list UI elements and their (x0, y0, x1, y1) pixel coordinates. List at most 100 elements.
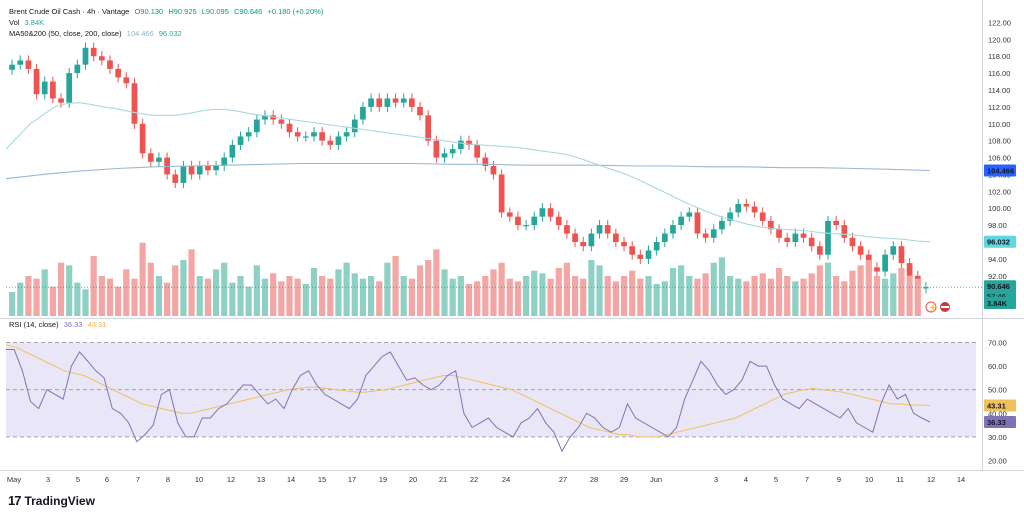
volume-bar (759, 273, 766, 316)
candle-body (784, 237, 791, 242)
volume-bar (678, 265, 685, 316)
volume-bar (408, 278, 415, 316)
time-tick-label: 3 (46, 475, 50, 484)
volume-bar (131, 278, 138, 316)
candle-body (196, 166, 203, 175)
candle-body (205, 166, 211, 171)
volume-bar (629, 270, 636, 316)
candle-body (710, 229, 717, 238)
candle-body (694, 212, 701, 234)
volume-bar (514, 281, 522, 316)
candle-body (604, 225, 611, 234)
candle-body (319, 132, 325, 141)
candle-body (188, 166, 195, 175)
candle-body (506, 212, 513, 217)
volume-bar (800, 278, 807, 316)
candle-body (564, 225, 570, 234)
volume-bar (702, 273, 709, 316)
candle-body (686, 212, 693, 217)
symbol-title[interactable]: Brent Crude Oil Cash · 4h · Vantage (9, 7, 130, 16)
candle-body (800, 233, 807, 238)
volume-bar (115, 286, 122, 316)
candle-body (237, 136, 244, 145)
candle-body (82, 47, 89, 65)
brand-name: TradingView (24, 493, 95, 508)
candle-body (66, 73, 73, 103)
candle-body (417, 106, 423, 116)
candle-body (531, 216, 538, 226)
volume-bar (490, 269, 497, 316)
time-tick-label: 20 (409, 475, 417, 484)
volume-bar (531, 270, 538, 316)
time-tick-label: 7 (136, 475, 140, 484)
volume-bar (906, 276, 913, 316)
volume-bar (686, 276, 693, 316)
candle-body (735, 204, 742, 213)
candle-body (139, 123, 146, 154)
volume-bar (278, 281, 285, 316)
volume-bar (253, 265, 260, 316)
rsi-tick-label: 70.00 (988, 338, 1007, 347)
volume-bar (914, 278, 921, 316)
candle-body (498, 174, 505, 213)
volume-bar (792, 281, 799, 316)
rsi-ma-line (5, 344, 931, 438)
volume-bar (555, 268, 562, 316)
volume-bar (882, 278, 889, 316)
lightning-glyph: ⚡ (928, 303, 937, 312)
volume-bar (637, 278, 644, 316)
rsi-label[interactable]: RSI (14, close) (9, 320, 59, 329)
candle-body (278, 119, 285, 124)
candle-body (229, 144, 236, 158)
candle-body (368, 98, 374, 107)
volume-bar (367, 276, 375, 316)
volume-bar (196, 276, 203, 316)
volume-label[interactable]: Vol (9, 18, 20, 27)
rsi-tick-label: 40.00 (988, 409, 1007, 418)
candle-body (221, 157, 228, 166)
price-tick-label: 102.00 (988, 187, 1011, 196)
candle-body (792, 233, 799, 242)
rsi-tick-label: 30.00 (988, 433, 1007, 442)
low-value: L90.095 (201, 7, 229, 16)
volume-bar (441, 269, 448, 316)
ma50-price-text: 96.032 (987, 238, 1010, 247)
volume-bar (425, 260, 432, 316)
volume-bar (237, 276, 244, 316)
volume-bar (245, 286, 252, 316)
ma-label[interactable]: MA50&200 (50, close, 200, close) (9, 29, 122, 38)
candle-body (515, 216, 521, 226)
volume-bar (180, 260, 187, 316)
candle-body (637, 254, 644, 259)
candle-body (751, 206, 758, 213)
volume-bar (204, 278, 212, 316)
open-value: O90.130 (134, 7, 164, 16)
candle-body (645, 250, 652, 259)
volume-bar (319, 276, 326, 316)
price-tick-label: 94.00 (988, 255, 1007, 264)
price-tick-label: 112.00 (988, 103, 1010, 112)
time-tick-label: 7 (805, 475, 809, 484)
candle-body (474, 144, 481, 158)
tradingview-brand[interactable]: 17 TradingView (8, 493, 95, 508)
candle-body (857, 246, 864, 255)
candle-body (90, 47, 97, 57)
candle-body (719, 220, 725, 230)
volume-bar (310, 268, 318, 316)
ma50-price-badge (984, 235, 1016, 248)
volume-bar (669, 268, 677, 316)
volume-bar (229, 282, 236, 316)
us-flag-stripe (941, 306, 949, 308)
volume-bar (571, 276, 579, 316)
candle-body (50, 81, 56, 99)
candle-body (727, 212, 733, 221)
candle-body (849, 237, 856, 247)
volume-bar (498, 262, 505, 316)
candle-body (311, 132, 317, 137)
price-tick-label: 122.00 (988, 18, 1011, 27)
time-tick-label: 13 (257, 475, 265, 484)
volume-bar (335, 269, 342, 316)
volume-bar (620, 276, 628, 316)
candle-body (482, 157, 489, 166)
